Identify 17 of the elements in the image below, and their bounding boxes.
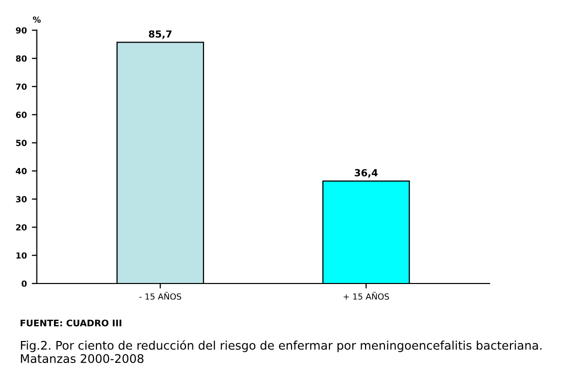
y-tick-label: 30: [16, 196, 27, 202]
y-tick-label: 10: [16, 252, 27, 259]
y-tick-label: 0: [22, 280, 27, 287]
x-tick-label: + 15 AÑOS: [344, 292, 389, 300]
data-label: 85,7: [148, 30, 172, 39]
y-tick-label: 20: [16, 224, 27, 231]
caption: Fig.2. Por ciento de reducción del riesgo de enfermar por meningoencefalitis bacteriana. Matanzas 2000-2008: [20, 340, 542, 364]
y-tick-label: 60: [16, 112, 27, 118]
y-tick-label: 70: [16, 84, 27, 90]
y-tick-label: 90: [16, 27, 27, 34]
x-tick-label: - 15 AÑOS: [139, 292, 182, 300]
y-tick-label: 80: [16, 55, 27, 62]
source-note: FUENTE: CUADRO III: [20, 320, 122, 326]
y-tick-label: 40: [16, 168, 27, 174]
y-tick-label: 50: [16, 140, 27, 146]
y-axis-title: %: [32, 16, 41, 23]
data-label: 36,4: [354, 169, 378, 178]
